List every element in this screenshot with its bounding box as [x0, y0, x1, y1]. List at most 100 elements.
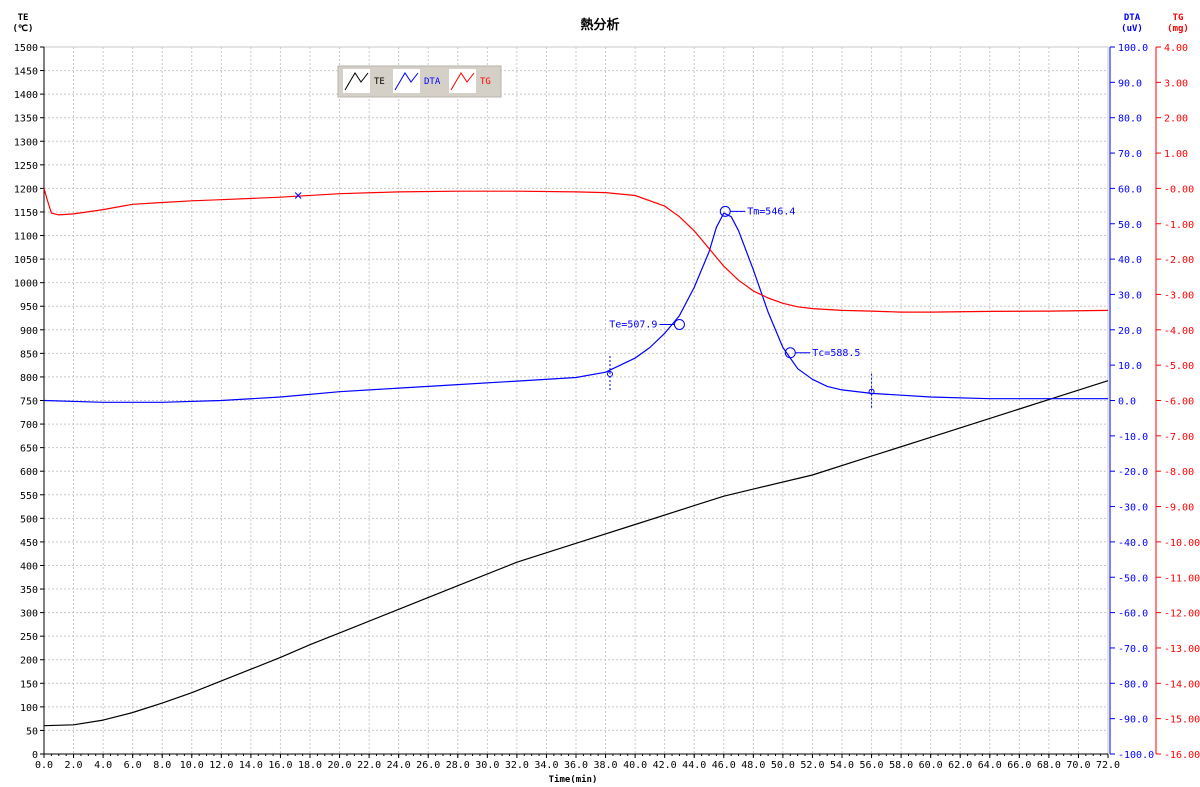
dta-axis-title: DTA: [1124, 13, 1141, 23]
te-tick-label: 150: [20, 679, 38, 690]
axes: 0.0 2.0 4.0 6.0 8.0 10.0 12.0 14.0 16.0 18.0 20.0 2…: [14, 43, 1200, 771]
dta-tick-label: -10.0: [1118, 432, 1148, 443]
tg-cross-marker: [294, 192, 302, 199]
tg-tick-label: -11.00: [1164, 573, 1200, 584]
te-tick-label: 350: [20, 585, 38, 596]
tg-tick-label: -14.00: [1164, 679, 1200, 690]
legend-swatch-tg: [450, 72, 475, 91]
dta-tick-label: 50.0: [1118, 220, 1142, 231]
annotation-label: Tc=588.5: [812, 348, 860, 359]
dta-tick-label: -20.0: [1118, 467, 1148, 478]
legend-swatch-bg: [393, 69, 420, 93]
x-tick-label: 18.0: [298, 760, 322, 771]
tg-tick-label: 3.00: [1164, 78, 1188, 89]
x-tick-label: 10.0: [180, 760, 204, 771]
tg-tick-label: 2.00: [1164, 114, 1188, 125]
te-tick-label: 800: [20, 373, 38, 384]
x-tick-label: 8.0: [153, 760, 171, 771]
x-tick-label: 44.0: [682, 760, 706, 771]
te-tick-label: 1350: [14, 114, 38, 125]
x-tick-label: 46.0: [712, 760, 736, 771]
x-tick-label: 34.0: [534, 760, 558, 771]
dta-tick-label: 70.0: [1118, 149, 1142, 160]
tg-tick-label: -1.00: [1164, 220, 1194, 231]
x-tick-label: 14.0: [239, 760, 263, 771]
x-tick-label: 48.0: [741, 760, 765, 771]
annotation-marker: [673, 318, 685, 330]
series-line-tg: [43, 188, 1109, 313]
dta-tick-label: 80.0: [1118, 114, 1142, 125]
legend-label-dta: DTA: [424, 77, 441, 87]
dta-tick-label: -50.0: [1118, 573, 1148, 584]
tg-tick-label: -15.00: [1164, 715, 1200, 726]
dta-tick-label: 10.0: [1118, 361, 1142, 372]
te-tick-label: 100: [20, 703, 38, 714]
x-tick-label: 12.0: [209, 760, 233, 771]
dta-tick-label: -80.0: [1118, 679, 1148, 690]
x-tick-label: 4.0: [94, 760, 112, 771]
x-tick-label: 40.0: [623, 760, 647, 771]
te-axis-unit: (℃): [13, 23, 34, 34]
x-axis-title: Time(min): [549, 774, 598, 785]
te-tick-label: 1250: [14, 161, 38, 172]
te-tick-label: 1000: [14, 279, 38, 290]
legend-label-tg: TG: [480, 77, 491, 87]
te-tick-label: 850: [20, 349, 38, 360]
tg-tick-label: -16.00: [1164, 750, 1200, 761]
dta-tick-label: -100.0: [1118, 750, 1154, 761]
legend-swatch-bg: [343, 69, 370, 93]
dta-tick-label: -90.0: [1118, 715, 1148, 726]
dta-tick-label: 100.0: [1118, 43, 1148, 54]
annotation-label: Te=507.9: [609, 319, 657, 330]
dta-tick-label: -60.0: [1118, 609, 1148, 620]
x-tick-label: 52.0: [800, 760, 824, 771]
legend: TE DTA TG: [337, 65, 502, 98]
dta-tick-label: 0.0: [1118, 397, 1136, 408]
te-tick-label: 1500: [14, 43, 38, 54]
tg-tick-label: 4.00: [1164, 43, 1188, 54]
te-tick-label: 1200: [14, 184, 38, 195]
tg-tick-label: -13.00: [1164, 644, 1200, 655]
tg-tick-label: -0.00: [1164, 184, 1194, 195]
x-tick-label: 24.0: [387, 760, 411, 771]
x-tick-label: 60.0: [919, 760, 943, 771]
tg-tick-label: -6.00: [1164, 397, 1194, 408]
te-tick-label: 1150: [14, 208, 38, 219]
x-tick-label: 68.0: [1037, 760, 1061, 771]
annotations: Te=507.9 Tm=546.4 Tc=588.5: [294, 192, 875, 410]
series-line-te: [43, 380, 1109, 727]
x-tick-label: 30.0: [475, 760, 499, 771]
te-tick-label: 50: [26, 726, 38, 737]
x-tick-label: 56.0: [860, 760, 884, 771]
x-tick-label: 70.0: [1066, 760, 1090, 771]
dta-tick-label: -40.0: [1118, 538, 1148, 549]
tg-tick-label: -4.00: [1164, 326, 1194, 337]
baseline-marker-point: [868, 388, 875, 395]
dta-tick-label: -70.0: [1118, 644, 1148, 655]
dta-tick-label: 90.0: [1118, 78, 1142, 89]
series-line-dta: [43, 212, 1108, 403]
x-tick-label: 50.0: [771, 760, 795, 771]
legend-swatch-te: [344, 72, 369, 91]
x-tick-label: 64.0: [978, 760, 1002, 771]
tg-axis-title: TG: [1173, 13, 1184, 23]
te-tick-label: 200: [20, 656, 38, 667]
x-tick-label: 32.0: [505, 760, 529, 771]
dta-tick-label: 40.0: [1118, 255, 1142, 266]
tg-tick-label: -10.00: [1164, 538, 1200, 549]
x-tick-label: 16.0: [268, 760, 292, 771]
te-tick-label: 600: [20, 467, 38, 478]
te-tick-label: 900: [20, 326, 38, 337]
x-tick-label: 22.0: [357, 760, 381, 771]
x-tick-label: 28.0: [446, 760, 470, 771]
x-tick-label: 72.0: [1096, 760, 1120, 771]
tg-tick-label: -5.00: [1164, 361, 1194, 372]
te-tick-label: 650: [20, 444, 38, 455]
tg-tick-label: -8.00: [1164, 467, 1194, 478]
x-tick-label: 66.0: [1007, 760, 1031, 771]
legend-swatch-dta: [394, 72, 419, 91]
chart-title: 熱分析: [580, 17, 619, 33]
tg-tick-label: -2.00: [1164, 255, 1194, 266]
te-tick-label: 400: [20, 561, 38, 572]
